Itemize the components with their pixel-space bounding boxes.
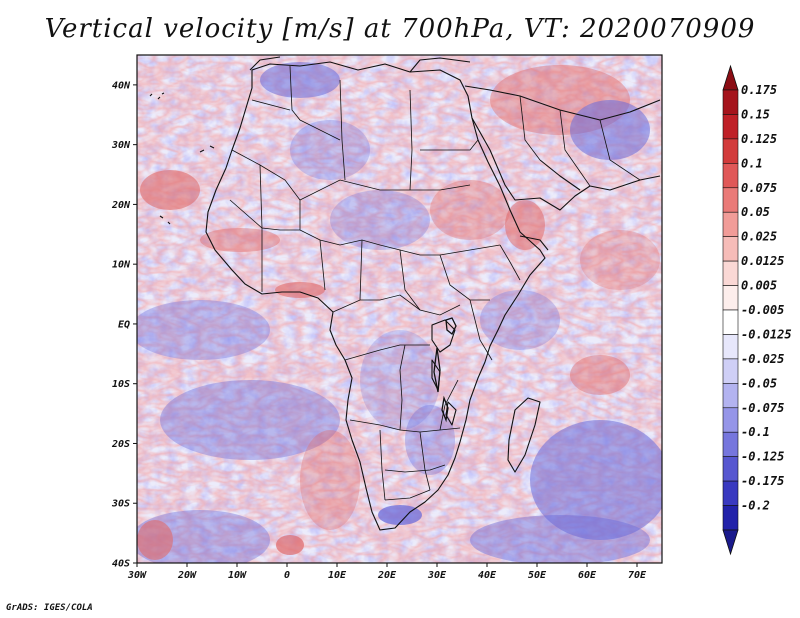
map-figure: 30W 20W 10W 0 10E 20E 30E 40E 50E 60E 70E 40N 30N 20… xyxy=(111,54,792,581)
lat-label: EQ xyxy=(118,319,130,330)
lon-label: 20E xyxy=(377,570,397,581)
colorbar-label: -0.1 xyxy=(741,425,770,439)
lon-label: 0 xyxy=(284,570,290,581)
lon-label: 30E xyxy=(427,570,447,581)
colorbar-label: -0.2 xyxy=(741,499,770,513)
colorbar-label: -0.05 xyxy=(741,376,777,390)
lat-label: 40N xyxy=(112,80,131,91)
colorbar-swatch xyxy=(722,114,739,140)
colorbar-swatch xyxy=(722,211,739,237)
lat-label: 10S xyxy=(112,379,130,390)
colorbar-swatch xyxy=(722,285,739,311)
map-title: Vertical velocity [m/s] at 700hPa, VT: 2… xyxy=(44,14,756,44)
lat-label: 30N xyxy=(111,140,131,151)
colorbar-label: -0.0125 xyxy=(741,327,792,341)
velocity-field xyxy=(137,55,662,563)
lon-label: 50E xyxy=(528,570,547,581)
colorbar-swatch xyxy=(722,480,739,506)
colorbar-swatch xyxy=(722,456,739,482)
latitude-labels: 40N 30N 20N 10N EQ 10S 20S 30S 40S xyxy=(111,80,137,570)
colorbar-bottom-arrow xyxy=(722,529,739,556)
lon-label: 40E xyxy=(478,570,497,581)
colorbar-label: -0.175 xyxy=(741,474,784,488)
colorbar-swatch xyxy=(722,163,739,189)
colorbar-swatch xyxy=(722,383,739,409)
colorbar-swatch xyxy=(722,260,739,286)
lat-label: 20N xyxy=(111,200,131,211)
colorbar-label: -0.125 xyxy=(741,450,784,464)
colorbar-label: -0.075 xyxy=(741,401,784,415)
colorbar-swatch xyxy=(722,505,739,531)
colorbar-swatch xyxy=(722,138,739,164)
colorbar-label: 0.025 xyxy=(741,230,777,244)
lat-label: 10N xyxy=(112,260,131,271)
colorbar-label: 0.05 xyxy=(741,205,770,219)
colorbar-label: -0.025 xyxy=(741,352,784,366)
lon-label: 10W xyxy=(228,570,247,581)
lakes xyxy=(433,317,457,423)
colorbar-swatch xyxy=(722,89,739,115)
colorbar-swatch xyxy=(722,334,739,360)
longitude-labels: 30W 20W 10W 0 10E 20E 30E 40E 50E 60E 70E xyxy=(127,563,647,581)
colorbar-swatch xyxy=(722,358,739,384)
lat-label: 40S xyxy=(112,559,130,570)
lon-label: 70E xyxy=(628,570,647,581)
lon-label: 20W xyxy=(177,570,197,581)
colorbar-swatch xyxy=(722,309,739,335)
colorbar-swatch xyxy=(722,407,739,433)
colorbar-label: -0.005 xyxy=(741,303,784,317)
credit-text: GrADS: IGES/COLA xyxy=(6,603,93,613)
lon-label: 30W xyxy=(127,570,147,581)
lon-label: 10E xyxy=(328,570,347,581)
map-frame xyxy=(136,54,663,564)
colorbar-label: 0.175 xyxy=(741,83,777,97)
lat-label: 20S xyxy=(111,439,130,450)
colorbar-swatch xyxy=(722,236,739,262)
colorbar-top-arrow xyxy=(722,64,739,91)
colorbar-label: 0.0125 xyxy=(741,254,784,268)
colorbar-label: 0.1 xyxy=(741,156,763,170)
colorbar-swatch xyxy=(722,187,739,213)
lon-label: 60E xyxy=(578,570,597,581)
colorbar-label: 0.125 xyxy=(741,132,777,146)
colorbar-label: 0.15 xyxy=(741,107,770,121)
lat-label: 30S xyxy=(111,499,130,510)
colorbar-swatch xyxy=(722,431,739,457)
colorbar-label: 0.075 xyxy=(741,181,777,195)
country-borders xyxy=(229,65,641,501)
colorbar-label: 0.005 xyxy=(741,279,777,293)
colorbar: 0.175 0.15 0.125 0.1 0.075 0.05 0.025 0.0125 0.0… xyxy=(722,64,792,556)
